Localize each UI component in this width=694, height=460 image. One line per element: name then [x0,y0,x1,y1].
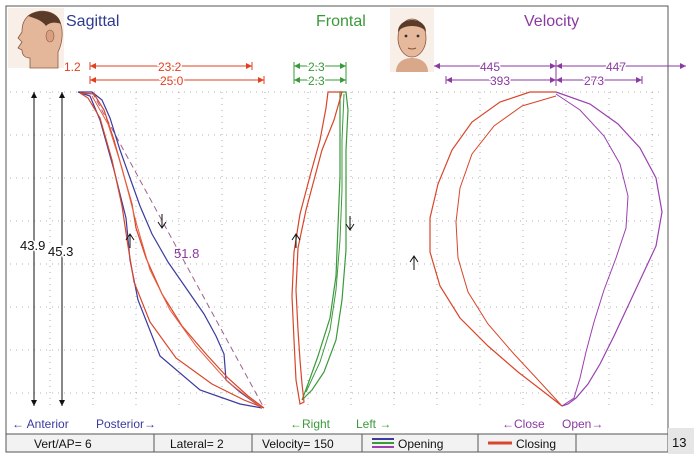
frontal-dim-a: 2.3 [308,60,325,74]
sagittal-dim-small: 1.2 [64,60,81,74]
velocity-opening-trace [555,91,663,407]
frontal-title: Frontal [316,13,366,30]
sagittal-vert-a: 43.9 [20,238,45,253]
status-velocity: Velocity= 150 [262,437,334,451]
sagittal-arrow-down [157,214,167,229]
frontal-dim-b: 2.3 [308,74,325,88]
face-front-icon [390,8,434,72]
legend-closing-label: Closing [516,437,556,451]
frontal-arrow-down [345,216,355,231]
velocity-opening-trace-inner [555,93,629,407]
velocity-title: Velocity [524,13,579,30]
velocity-axis-right: Open→ [562,417,603,431]
face-profile-icon [8,8,64,69]
frontal-axis-right: Left → [356,417,391,431]
velocity-closing-trace-inner [455,95,563,407]
frontal-arrow-up [291,233,301,248]
velocity-arrow-up [409,255,419,270]
sagittal-dim-a: 23.2 [158,60,182,74]
velocity-closing-trace [429,91,563,407]
sagittal-vert-b: 45.3 [48,244,73,259]
frontal-dimensions [293,62,347,84]
status-lateral: Lateral= 2 [170,437,224,451]
opening-legend-swatch [372,438,394,448]
velocity-dim-a-left: 445 [480,60,500,74]
dotted-grid [10,91,664,410]
legend-opening-label: Opening [398,437,443,451]
sagittal-axis-right: Posterior→ [96,417,156,431]
status-bar [5,433,669,453]
status-vert-ap: Vert/AP= 6 [34,437,92,451]
frontal-opening-trace [301,91,349,401]
sagittal-closing-trace-inner [91,95,263,409]
sagittal-diagonal-label: 51.8 [174,246,199,261]
frontal-opening-trace-2 [305,93,345,393]
sagittal-axis-left: ← Anterior [12,417,69,431]
velocity-dimensions [434,60,686,86]
sagittal-arrow-up [125,233,135,248]
frontal-closing-trace [291,91,343,405]
sagittal-dim-b: 25.0 [160,74,184,88]
sagittal-opening-trace [77,91,263,409]
figure-number-badge [668,428,694,454]
plot-frame [5,5,669,435]
velocity-dim-b-left: 393 [490,74,510,88]
figure-number: 13 [672,435,686,450]
sagittal-dimensions [89,62,265,84]
frontal-axis-left: ←Right [290,417,331,431]
velocity-dim-a-right: 447 [606,60,626,74]
sagittal-title: Sagittal [66,13,119,30]
velocity-axis-left: ←Close [502,417,545,431]
velocity-dim-b-right: 273 [584,74,604,88]
sagittal-vertical-dimensions [31,92,65,406]
